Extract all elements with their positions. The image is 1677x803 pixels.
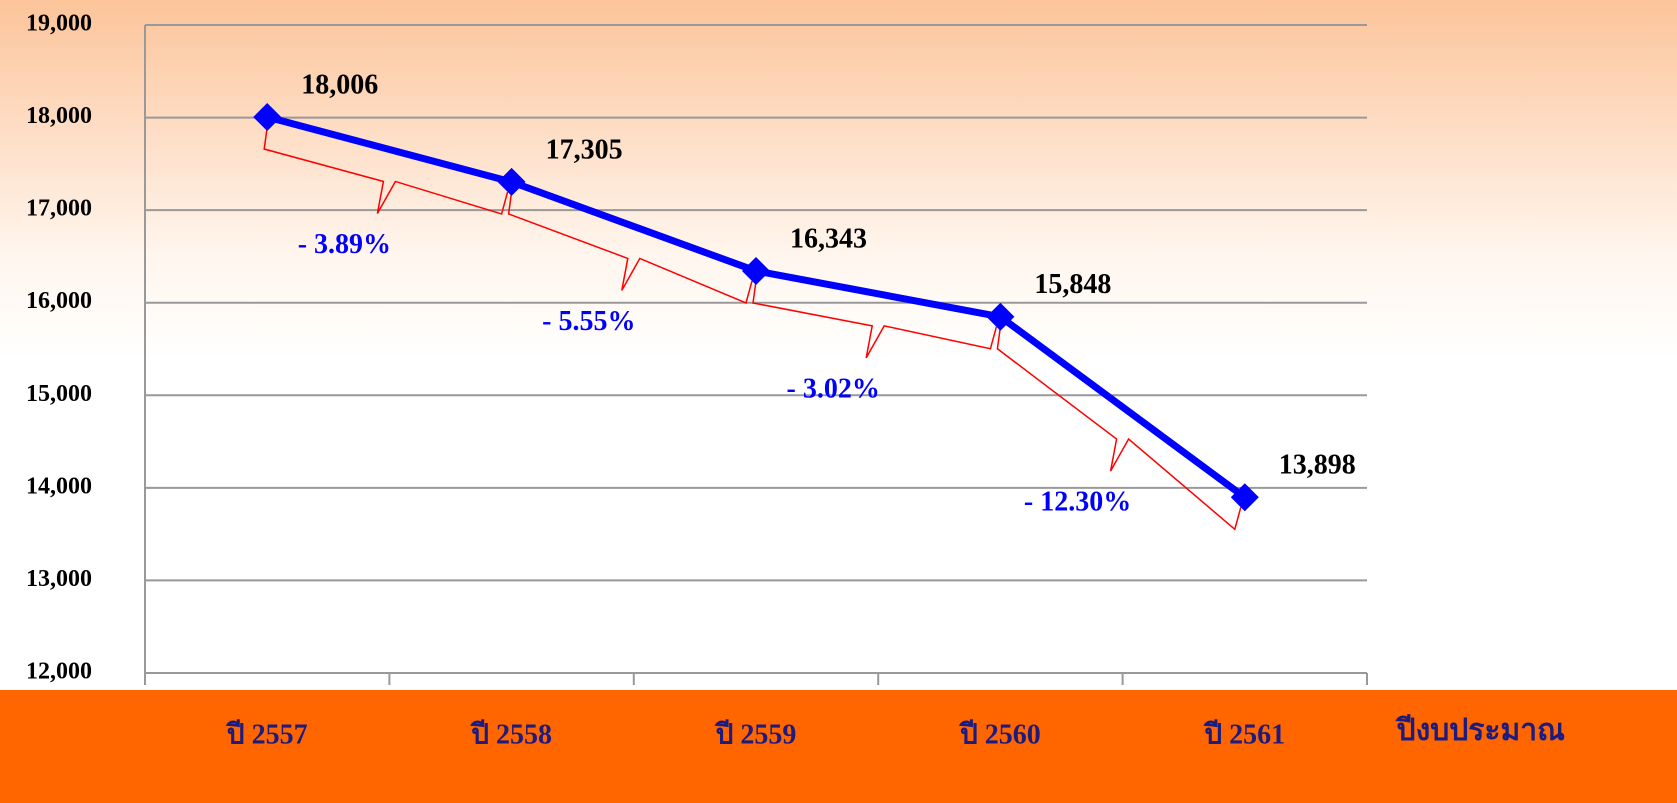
x-tick-label: ปี 2559	[714, 718, 797, 750]
marker	[986, 302, 1015, 331]
value-label: 16,343	[790, 223, 867, 254]
value-label: 18,006	[301, 69, 378, 100]
brace	[996, 326, 1242, 531]
value-label: 13,898	[1279, 450, 1356, 481]
y-tick-label: 16,000	[26, 288, 92, 314]
x-tick-label: ปี 2560	[958, 718, 1041, 750]
brace	[507, 191, 753, 304]
x-tick-label: ปี 2561	[1202, 718, 1285, 750]
value-label: 15,848	[1034, 269, 1111, 300]
x-tick-label: ปี 2558	[469, 718, 552, 750]
y-tick-label: 12,000	[26, 659, 92, 685]
marker	[742, 256, 770, 285]
change-label: - 12.30%	[1024, 486, 1131, 517]
y-tick-label: 14,000	[26, 473, 92, 499]
y-tick-label: 15,000	[26, 381, 92, 407]
y-tick-label: 17,000	[26, 196, 92, 222]
x-tick-label: ปี 2557	[225, 718, 308, 750]
y-tick-label: 18,000	[26, 103, 92, 129]
marker	[497, 167, 526, 196]
marker	[1230, 483, 1259, 512]
brace	[752, 280, 998, 359]
marker	[253, 103, 282, 132]
y-tick-label: 19,000	[26, 11, 92, 37]
change-label: - 3.89%	[298, 229, 391, 260]
brace	[263, 126, 509, 215]
x-axis-title: ปีงบประมาณ	[1395, 714, 1566, 747]
y-tick-label: 13,000	[26, 566, 92, 592]
change-label: - 3.02%	[787, 373, 880, 404]
change-label: - 5.55%	[542, 306, 635, 337]
bottom-band	[0, 690, 1677, 803]
value-label: 17,305	[546, 134, 623, 165]
